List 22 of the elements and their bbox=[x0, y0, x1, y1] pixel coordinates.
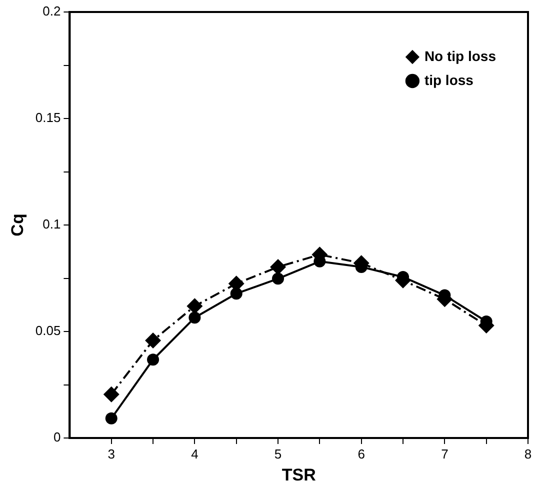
x-tick-label: 6 bbox=[358, 446, 365, 462]
y-tick-label: 0 bbox=[53, 430, 61, 445]
x-tick-label: 7 bbox=[441, 446, 448, 462]
x-tick-label: 3 bbox=[108, 446, 115, 462]
y-axis-title: Cq bbox=[8, 214, 27, 236]
point bbox=[103, 386, 120, 402]
y-tick-label: 0.1 bbox=[42, 216, 61, 232]
y-tick-label: 0.15 bbox=[35, 110, 61, 126]
x-tick-label: 8 bbox=[524, 446, 532, 462]
legend-label: No tip loss bbox=[424, 48, 496, 64]
point bbox=[270, 258, 286, 275]
point bbox=[272, 272, 284, 285]
point bbox=[188, 312, 201, 324]
y-tick-label: 0.05 bbox=[35, 323, 61, 338]
y-tick-label: 0.2 bbox=[42, 4, 61, 19]
point bbox=[147, 354, 160, 366]
legend-label: tip loss bbox=[424, 72, 474, 88]
x-axis-title: TSR bbox=[282, 465, 316, 484]
x-tick-label: 5 bbox=[274, 446, 282, 462]
point bbox=[105, 412, 118, 424]
point bbox=[145, 332, 162, 348]
x-tick-label: 4 bbox=[191, 446, 198, 462]
